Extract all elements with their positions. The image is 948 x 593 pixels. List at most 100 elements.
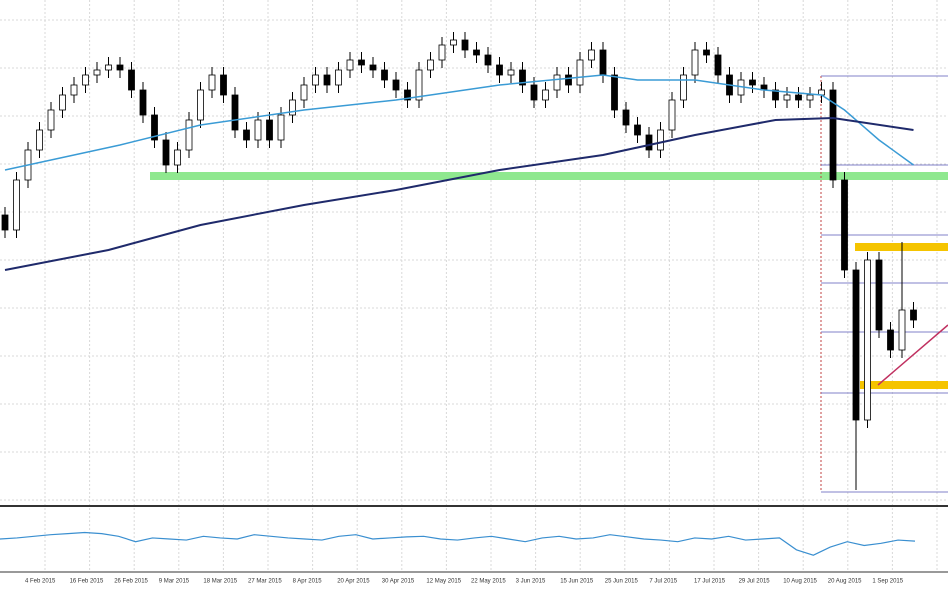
candle-body bbox=[910, 309, 917, 321]
x-tick-label: 17 Jul 2015 bbox=[694, 579, 726, 585]
candle-body bbox=[243, 129, 250, 141]
x-tick-label: 1 Sep 2015 bbox=[872, 579, 903, 585]
candle-body bbox=[703, 49, 710, 56]
x-tick-label: 27 Mar 2015 bbox=[248, 579, 282, 585]
candle-body bbox=[795, 94, 802, 101]
candle-body bbox=[36, 129, 43, 151]
x-tick-label: 30 Apr 2015 bbox=[382, 579, 415, 585]
candle-body bbox=[289, 99, 296, 116]
oscillator-line bbox=[0, 531, 916, 556]
candle-body bbox=[220, 74, 227, 96]
x-tick-label: 10 Aug 2015 bbox=[783, 579, 817, 585]
candle-body bbox=[864, 259, 871, 421]
candle-body bbox=[427, 59, 434, 71]
candle-body bbox=[542, 89, 549, 101]
x-tick-label: 4 Feb 2015 bbox=[25, 579, 56, 585]
candle-body bbox=[404, 89, 411, 101]
candle-body bbox=[576, 59, 584, 86]
candle-body bbox=[151, 114, 158, 141]
candle-body bbox=[714, 54, 722, 76]
candle-body bbox=[772, 89, 779, 101]
candle-body bbox=[565, 74, 572, 86]
candle-body bbox=[369, 64, 377, 71]
candle-body bbox=[197, 89, 204, 121]
candle-body bbox=[174, 149, 181, 166]
candle-body bbox=[622, 109, 630, 126]
candle-body bbox=[1, 214, 9, 231]
candle-body bbox=[93, 69, 101, 76]
zone bbox=[860, 381, 948, 389]
candle-body bbox=[657, 129, 664, 151]
candle-body bbox=[461, 39, 469, 51]
candle-body bbox=[128, 69, 135, 91]
x-tick-label: 16 Feb 2015 bbox=[70, 579, 104, 585]
candle-body bbox=[645, 134, 653, 151]
candle-body bbox=[13, 179, 20, 231]
candle-body bbox=[438, 44, 446, 61]
candle-body bbox=[277, 114, 285, 141]
x-tick-label: 25 Jun 2015 bbox=[605, 579, 639, 585]
candle-body bbox=[680, 74, 687, 101]
candle-body bbox=[450, 39, 457, 46]
candle-body bbox=[898, 309, 906, 351]
candle-body bbox=[496, 64, 503, 76]
x-tick-label: 26 Feb 2015 bbox=[114, 579, 148, 585]
candle-body bbox=[415, 69, 423, 101]
x-tick-label: 29 Jul 2015 bbox=[739, 579, 771, 585]
support-zone bbox=[150, 172, 948, 180]
candle-body bbox=[231, 94, 239, 131]
candle-body bbox=[47, 109, 55, 131]
candle-body bbox=[300, 84, 308, 101]
x-tick-label: 18 Mar 2015 bbox=[203, 579, 237, 585]
candle-body bbox=[70, 84, 78, 96]
candle-body bbox=[519, 69, 526, 86]
candle-body bbox=[116, 64, 124, 71]
trendline bbox=[877, 324, 948, 386]
candle-body bbox=[254, 119, 262, 141]
candle-body bbox=[530, 84, 538, 101]
x-tick-label: 22 May 2015 bbox=[471, 579, 506, 585]
candle-body bbox=[599, 49, 607, 76]
x-tick-label: 15 Jun 2015 bbox=[560, 579, 594, 585]
candle-body bbox=[783, 94, 791, 101]
candle-body bbox=[358, 59, 365, 66]
candle-body bbox=[473, 49, 480, 56]
x-tick-label: 8 Apr 2015 bbox=[293, 579, 323, 585]
candle-body bbox=[346, 59, 354, 71]
candle-body bbox=[185, 119, 193, 151]
candle-body bbox=[139, 89, 147, 116]
candle-body bbox=[553, 74, 561, 91]
candle-body bbox=[806, 94, 814, 101]
candle-body bbox=[381, 69, 388, 81]
candle-body bbox=[484, 54, 492, 66]
candle-body bbox=[323, 74, 331, 86]
candle-body bbox=[611, 74, 618, 111]
x-tick-label: 7 Jul 2015 bbox=[649, 579, 677, 585]
x-tick-label: 20 Aug 2015 bbox=[828, 579, 862, 585]
candle-body bbox=[588, 49, 595, 61]
x-tick-label: 12 May 2015 bbox=[426, 579, 461, 585]
candle-body bbox=[691, 49, 699, 76]
candle-body bbox=[507, 69, 515, 76]
x-tick-label: 20 Apr 2015 bbox=[337, 579, 370, 585]
candle-body bbox=[162, 139, 170, 166]
x-tick-label: 3 Jun 2015 bbox=[516, 579, 546, 585]
moving-average bbox=[4, 74, 914, 171]
candle-body bbox=[335, 69, 342, 86]
candle-body bbox=[312, 74, 319, 86]
x-tick-label: 9 Mar 2015 bbox=[159, 579, 190, 585]
candle-body bbox=[392, 79, 400, 91]
candle-body bbox=[875, 259, 883, 331]
candle-body bbox=[749, 79, 756, 86]
moving-average bbox=[4, 116, 914, 271]
candle-body bbox=[634, 124, 641, 136]
candle-body bbox=[208, 74, 216, 91]
candle-body bbox=[887, 329, 894, 351]
candle-body bbox=[841, 179, 848, 271]
candle-body bbox=[852, 269, 860, 421]
candle-body bbox=[105, 64, 112, 71]
candle-body bbox=[668, 99, 676, 131]
candle-body bbox=[266, 119, 273, 141]
